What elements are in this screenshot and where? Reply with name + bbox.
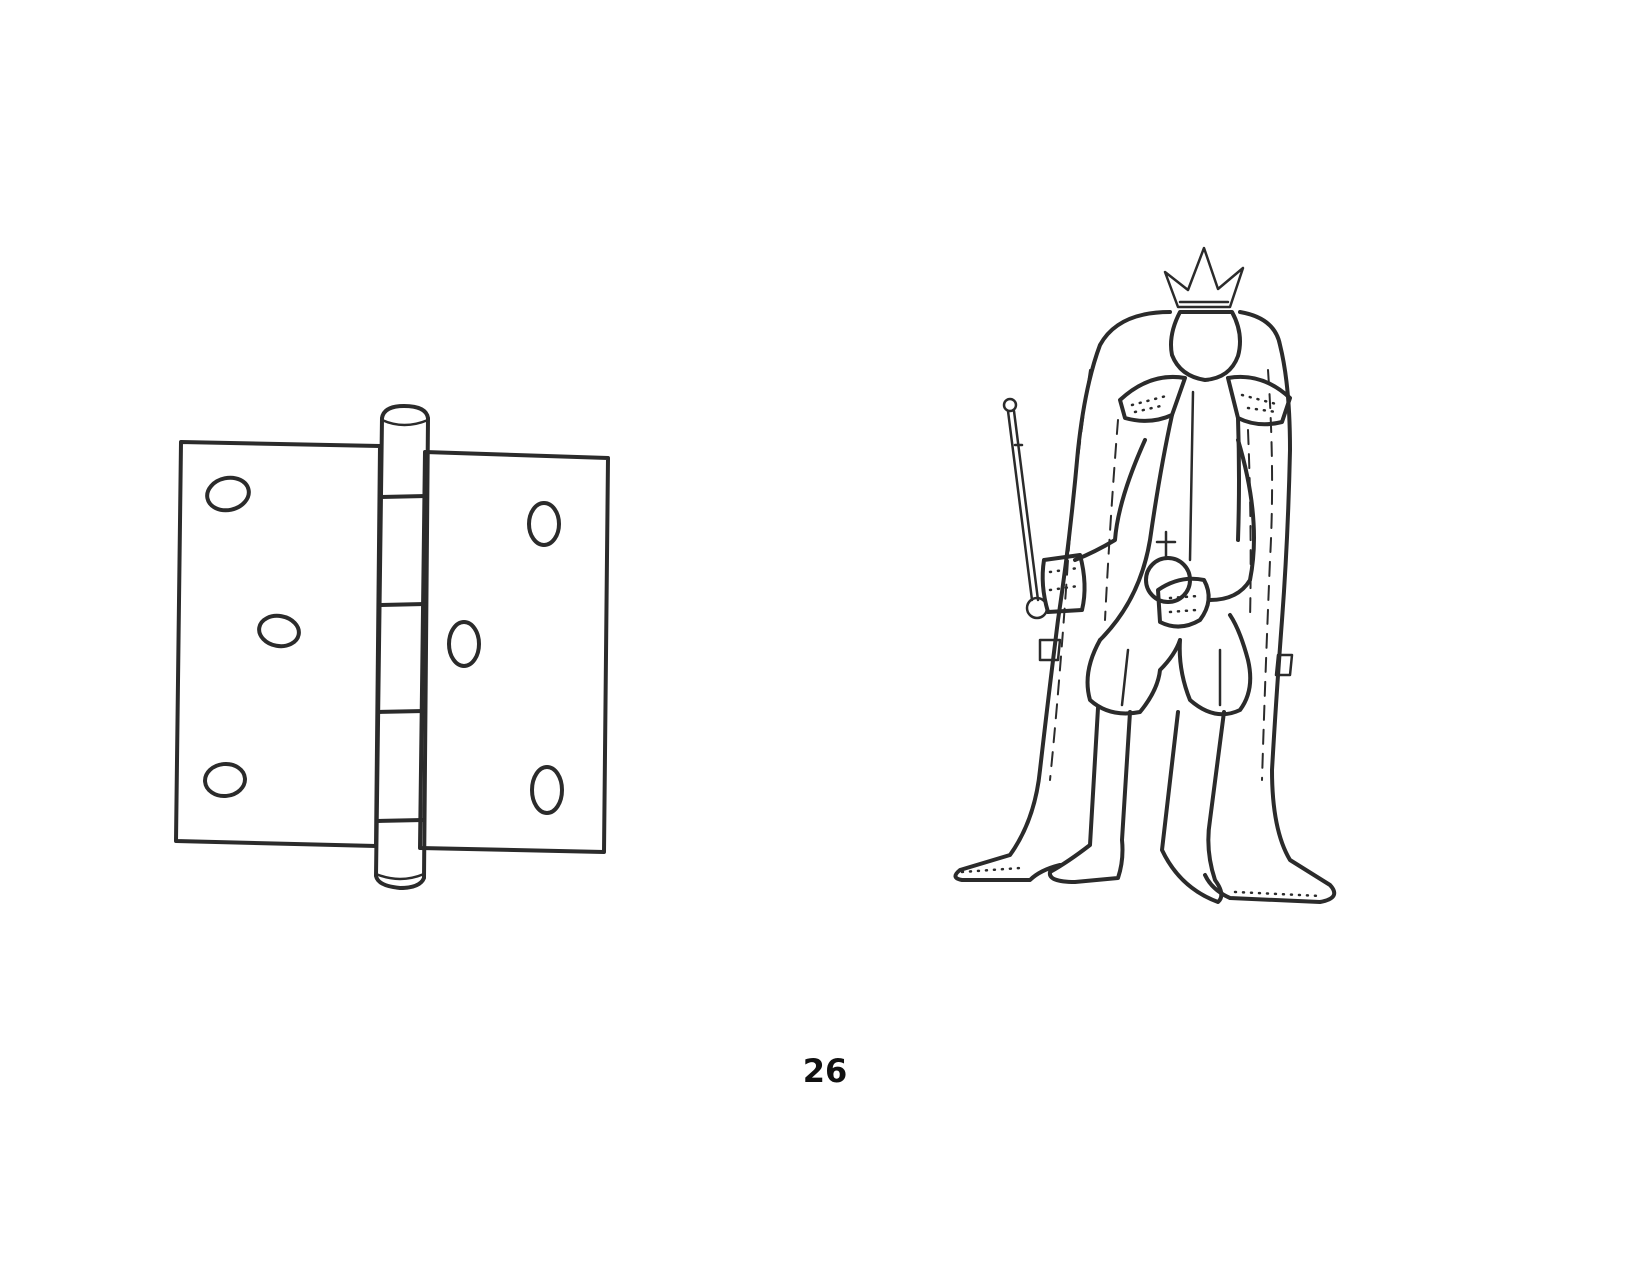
cape-trim: [1247, 429, 1252, 621]
king-face: [1169, 310, 1242, 382]
cape-clasp: [1274, 653, 1294, 677]
king-collar: [1118, 375, 1187, 423]
king-right-cuff: [1156, 576, 1211, 629]
cape-trim: [1261, 369, 1274, 781]
king-cape: [953, 310, 1337, 904]
hinge-screw-hole: [205, 475, 251, 513]
king-tunic: [1098, 413, 1241, 642]
king-collar: [1226, 374, 1292, 427]
king-drawing: [953, 246, 1337, 904]
door-hinge-drawing: [174, 404, 610, 890]
cape-trim: [1104, 419, 1119, 621]
cape-trim: [1049, 369, 1091, 781]
hinge-knuckle-line: [378, 494, 428, 499]
sceptre-tip: [1002, 397, 1018, 413]
hinge-screw-hole: [447, 620, 481, 668]
cuff-ermine-dots: [1048, 566, 1080, 592]
crown-icon: [1163, 246, 1245, 309]
breeches-fold: [1120, 648, 1130, 707]
hinge-knuckle-line: [377, 602, 427, 607]
hinge-barrel-bottom: [374, 872, 426, 881]
hinge-screw-hole: [527, 501, 561, 547]
collar-ermine-dots: [1130, 393, 1172, 414]
hinge-screw-hole: [530, 765, 564, 815]
hinge-screw-hole: [203, 761, 247, 799]
cape-clasp: [1038, 638, 1062, 662]
hinge-knuckle-line: [376, 709, 426, 714]
sceptre-knob: [1025, 596, 1049, 620]
king-left-cuff: [1040, 553, 1087, 614]
hinge-knuckle-line: [375, 818, 425, 823]
collar-ermine-dots: [1240, 393, 1282, 414]
king-right-boot: [1160, 710, 1226, 904]
hinge-barrel: [374, 404, 430, 890]
sceptre-icon: [1006, 409, 1040, 602]
hinge-right-leaf: [418, 450, 610, 854]
king-breeches: [1085, 613, 1253, 717]
tunic-center-line: [1188, 390, 1195, 562]
page-number: 26: [802, 1052, 848, 1090]
cuff-ermine-dots: [1168, 594, 1200, 614]
hinge-barrel-top: [380, 418, 430, 427]
cape-hem-dots: [960, 866, 1022, 874]
cape-hem-dots: [1233, 890, 1322, 898]
king-right-arm: [1208, 438, 1256, 602]
king-left-arm: [1073, 438, 1147, 562]
hinge-screw-hole: [257, 613, 301, 649]
king-left-boot: [1047, 706, 1132, 884]
